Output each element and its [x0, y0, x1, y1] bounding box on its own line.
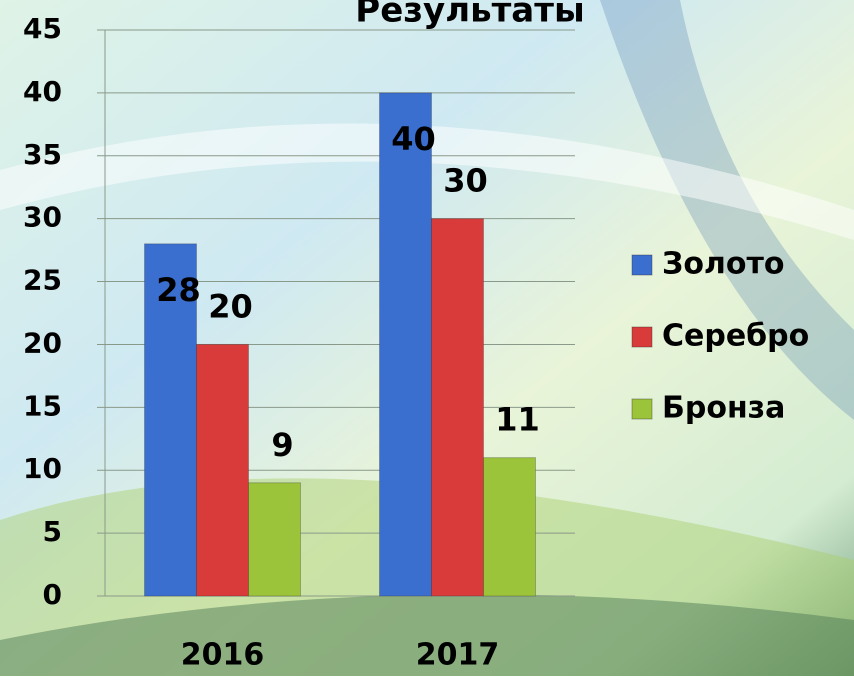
data-label: 20 [208, 287, 253, 325]
data-label: 40 [391, 120, 436, 158]
data-label: 30 [443, 162, 488, 200]
x-tick-label: 2016 [181, 638, 265, 673]
background-swirl [600, 0, 854, 420]
bar [483, 457, 536, 597]
y-tick-label: 0 [43, 578, 62, 611]
legend-label: Серебро [662, 319, 809, 354]
y-tick-label: 35 [23, 138, 62, 171]
legend-label: Бронза [662, 391, 785, 426]
y-tick-label: 30 [23, 201, 62, 234]
legend-swatch [631, 326, 653, 348]
data-label: 28 [156, 271, 201, 309]
legend-swatch [631, 254, 653, 276]
bar [144, 243, 197, 597]
x-tick-label: 2017 [416, 638, 500, 673]
y-tick-label: 5 [43, 515, 62, 548]
data-label: 11 [495, 401, 540, 439]
legend-swatch [631, 398, 653, 420]
background-swirl [0, 123, 854, 240]
data-label: 9 [271, 426, 293, 464]
y-tick-label: 45 [23, 12, 62, 45]
legend-label: Золото [662, 247, 785, 282]
background-swirl [0, 594, 854, 676]
bar [431, 218, 484, 597]
y-tick-label: 15 [23, 389, 62, 422]
bar [379, 92, 432, 597]
y-tick-label: 10 [23, 452, 62, 485]
y-tick-label: 25 [23, 264, 62, 297]
y-tick-label: 40 [23, 75, 62, 108]
bar [248, 482, 301, 597]
bar [196, 343, 249, 597]
chart-title: Результаты [355, 0, 584, 31]
y-tick-label: 20 [23, 326, 62, 359]
